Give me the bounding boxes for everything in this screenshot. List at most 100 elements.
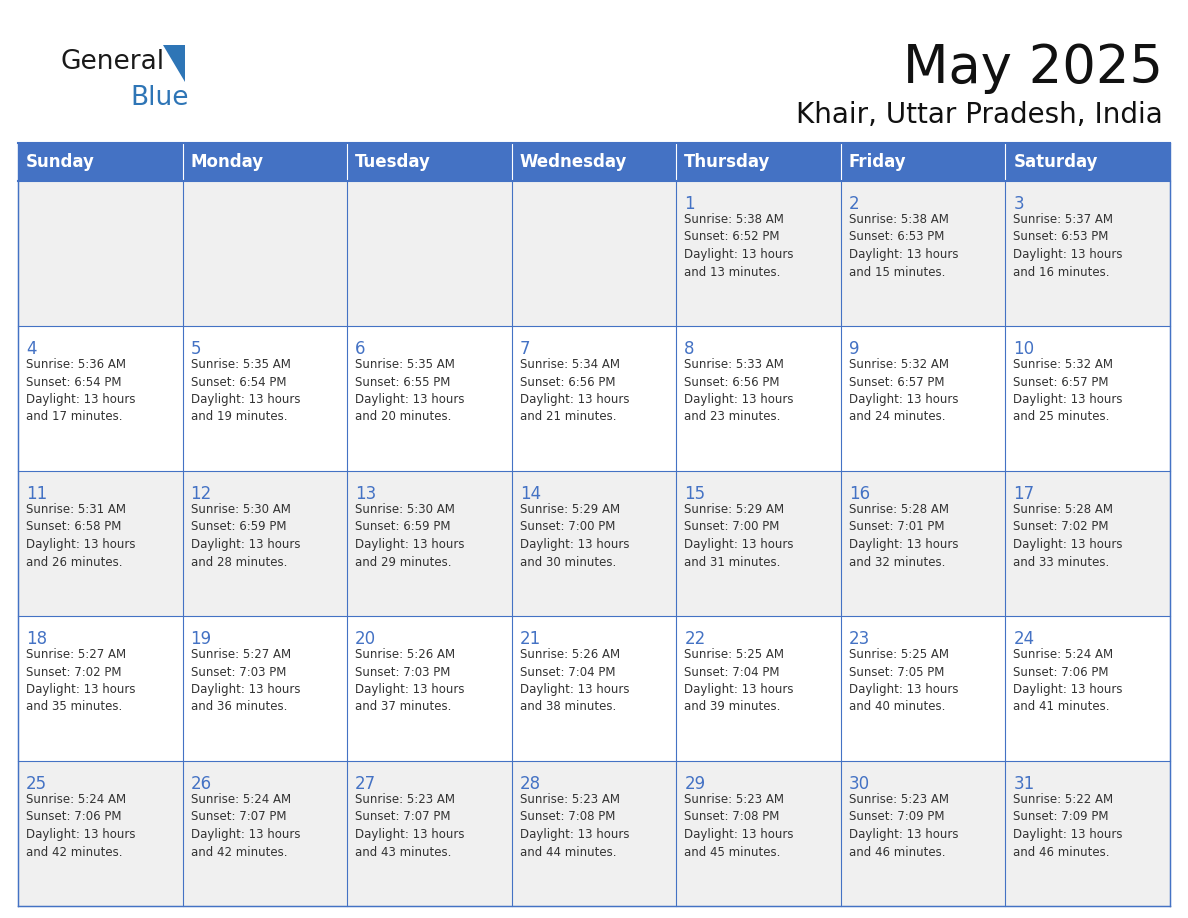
Text: Sunrise: 5:35 AM
Sunset: 6:55 PM
Daylight: 13 hours
and 20 minutes.: Sunrise: 5:35 AM Sunset: 6:55 PM Dayligh… [355, 358, 465, 423]
Bar [18, 143, 1170, 181]
Text: Sunrise: 5:27 AM
Sunset: 7:02 PM
Daylight: 13 hours
and 35 minutes.: Sunrise: 5:27 AM Sunset: 7:02 PM Dayligh… [26, 648, 135, 713]
Bar [676, 616, 841, 761]
Text: 12: 12 [190, 485, 211, 503]
Text: Sunrise: 5:23 AM
Sunset: 7:08 PM
Daylight: 13 hours
and 44 minutes.: Sunrise: 5:23 AM Sunset: 7:08 PM Dayligh… [519, 793, 630, 858]
Text: 26: 26 [190, 775, 211, 793]
Text: Sunrise: 5:23 AM
Sunset: 7:08 PM
Daylight: 13 hours
and 45 minutes.: Sunrise: 5:23 AM Sunset: 7:08 PM Dayligh… [684, 793, 794, 858]
Text: Sunrise: 5:25 AM
Sunset: 7:05 PM
Daylight: 13 hours
and 40 minutes.: Sunrise: 5:25 AM Sunset: 7:05 PM Dayligh… [849, 648, 959, 713]
Bar [841, 761, 1005, 906]
Bar [18, 471, 183, 616]
Bar [1005, 616, 1170, 761]
Text: General: General [61, 49, 164, 75]
Text: Blue: Blue [129, 85, 189, 111]
Text: Sunday: Sunday [26, 153, 95, 171]
Text: 24: 24 [1013, 630, 1035, 648]
Bar [1005, 761, 1170, 906]
Text: Friday: Friday [849, 153, 906, 171]
Text: 9: 9 [849, 340, 859, 358]
Bar [183, 181, 347, 326]
Text: Khair, Uttar Pradesh, India: Khair, Uttar Pradesh, India [796, 101, 1163, 129]
Text: 27: 27 [355, 775, 377, 793]
Text: 18: 18 [26, 630, 48, 648]
Bar [676, 761, 841, 906]
Text: Thursday: Thursday [684, 153, 771, 171]
Text: Sunrise: 5:30 AM
Sunset: 6:59 PM
Daylight: 13 hours
and 29 minutes.: Sunrise: 5:30 AM Sunset: 6:59 PM Dayligh… [355, 503, 465, 568]
Text: Sunrise: 5:28 AM
Sunset: 7:02 PM
Daylight: 13 hours
and 33 minutes.: Sunrise: 5:28 AM Sunset: 7:02 PM Dayligh… [1013, 503, 1123, 568]
Bar [18, 761, 183, 906]
Text: 21: 21 [519, 630, 541, 648]
Text: 6: 6 [355, 340, 366, 358]
Bar [512, 326, 676, 471]
Bar [512, 616, 676, 761]
Text: Sunrise: 5:24 AM
Sunset: 7:07 PM
Daylight: 13 hours
and 42 minutes.: Sunrise: 5:24 AM Sunset: 7:07 PM Dayligh… [190, 793, 301, 858]
Bar [512, 761, 676, 906]
Text: Sunrise: 5:32 AM
Sunset: 6:57 PM
Daylight: 13 hours
and 25 minutes.: Sunrise: 5:32 AM Sunset: 6:57 PM Dayligh… [1013, 358, 1123, 423]
Text: Sunrise: 5:38 AM
Sunset: 6:52 PM
Daylight: 13 hours
and 13 minutes.: Sunrise: 5:38 AM Sunset: 6:52 PM Dayligh… [684, 213, 794, 278]
Text: Sunrise: 5:28 AM
Sunset: 7:01 PM
Daylight: 13 hours
and 32 minutes.: Sunrise: 5:28 AM Sunset: 7:01 PM Dayligh… [849, 503, 959, 568]
Bar [347, 326, 512, 471]
Bar [347, 471, 512, 616]
Text: Sunrise: 5:33 AM
Sunset: 6:56 PM
Daylight: 13 hours
and 23 minutes.: Sunrise: 5:33 AM Sunset: 6:56 PM Dayligh… [684, 358, 794, 423]
Bar [183, 326, 347, 471]
Text: 25: 25 [26, 775, 48, 793]
Bar [183, 761, 347, 906]
Bar [347, 761, 512, 906]
Text: Wednesday: Wednesday [519, 153, 627, 171]
Text: 19: 19 [190, 630, 211, 648]
Text: 2: 2 [849, 195, 859, 213]
Text: Sunrise: 5:32 AM
Sunset: 6:57 PM
Daylight: 13 hours
and 24 minutes.: Sunrise: 5:32 AM Sunset: 6:57 PM Dayligh… [849, 358, 959, 423]
Text: 1: 1 [684, 195, 695, 213]
Bar [676, 181, 841, 326]
Text: 22: 22 [684, 630, 706, 648]
Bar [347, 181, 512, 326]
Text: Sunrise: 5:27 AM
Sunset: 7:03 PM
Daylight: 13 hours
and 36 minutes.: Sunrise: 5:27 AM Sunset: 7:03 PM Dayligh… [190, 648, 301, 713]
Text: Sunrise: 5:26 AM
Sunset: 7:04 PM
Daylight: 13 hours
and 38 minutes.: Sunrise: 5:26 AM Sunset: 7:04 PM Dayligh… [519, 648, 630, 713]
Text: 29: 29 [684, 775, 706, 793]
Bar [841, 181, 1005, 326]
Bar [18, 181, 183, 326]
Text: Sunrise: 5:29 AM
Sunset: 7:00 PM
Daylight: 13 hours
and 30 minutes.: Sunrise: 5:29 AM Sunset: 7:00 PM Dayligh… [519, 503, 630, 568]
Text: 23: 23 [849, 630, 870, 648]
Bar [183, 471, 347, 616]
Text: 15: 15 [684, 485, 706, 503]
Bar [676, 326, 841, 471]
Text: 20: 20 [355, 630, 377, 648]
Text: 13: 13 [355, 485, 377, 503]
Text: 28: 28 [519, 775, 541, 793]
Text: 31: 31 [1013, 775, 1035, 793]
Bar [512, 471, 676, 616]
Bar [512, 181, 676, 326]
Text: Sunrise: 5:26 AM
Sunset: 7:03 PM
Daylight: 13 hours
and 37 minutes.: Sunrise: 5:26 AM Sunset: 7:03 PM Dayligh… [355, 648, 465, 713]
Text: Sunrise: 5:25 AM
Sunset: 7:04 PM
Daylight: 13 hours
and 39 minutes.: Sunrise: 5:25 AM Sunset: 7:04 PM Dayligh… [684, 648, 794, 713]
Text: Sunrise: 5:23 AM
Sunset: 7:07 PM
Daylight: 13 hours
and 43 minutes.: Sunrise: 5:23 AM Sunset: 7:07 PM Dayligh… [355, 793, 465, 858]
Text: 16: 16 [849, 485, 870, 503]
Text: Sunrise: 5:24 AM
Sunset: 7:06 PM
Daylight: 13 hours
and 42 minutes.: Sunrise: 5:24 AM Sunset: 7:06 PM Dayligh… [26, 793, 135, 858]
Text: 30: 30 [849, 775, 870, 793]
Text: 11: 11 [26, 485, 48, 503]
Text: Monday: Monday [190, 153, 264, 171]
Text: Sunrise: 5:30 AM
Sunset: 6:59 PM
Daylight: 13 hours
and 28 minutes.: Sunrise: 5:30 AM Sunset: 6:59 PM Dayligh… [190, 503, 301, 568]
Text: Sunrise: 5:23 AM
Sunset: 7:09 PM
Daylight: 13 hours
and 46 minutes.: Sunrise: 5:23 AM Sunset: 7:09 PM Dayligh… [849, 793, 959, 858]
Bar [18, 616, 183, 761]
Bar [841, 616, 1005, 761]
Text: Sunrise: 5:35 AM
Sunset: 6:54 PM
Daylight: 13 hours
and 19 minutes.: Sunrise: 5:35 AM Sunset: 6:54 PM Dayligh… [190, 358, 301, 423]
Text: Sunrise: 5:38 AM
Sunset: 6:53 PM
Daylight: 13 hours
and 15 minutes.: Sunrise: 5:38 AM Sunset: 6:53 PM Dayligh… [849, 213, 959, 278]
Text: Sunrise: 5:24 AM
Sunset: 7:06 PM
Daylight: 13 hours
and 41 minutes.: Sunrise: 5:24 AM Sunset: 7:06 PM Dayligh… [1013, 648, 1123, 713]
Polygon shape [163, 45, 185, 82]
Text: 5: 5 [190, 340, 201, 358]
Text: 14: 14 [519, 485, 541, 503]
Text: Sunrise: 5:31 AM
Sunset: 6:58 PM
Daylight: 13 hours
and 26 minutes.: Sunrise: 5:31 AM Sunset: 6:58 PM Dayligh… [26, 503, 135, 568]
Bar [183, 616, 347, 761]
Text: 8: 8 [684, 340, 695, 358]
Text: Sunrise: 5:37 AM
Sunset: 6:53 PM
Daylight: 13 hours
and 16 minutes.: Sunrise: 5:37 AM Sunset: 6:53 PM Dayligh… [1013, 213, 1123, 278]
Bar [1005, 471, 1170, 616]
Bar [676, 471, 841, 616]
Bar [1005, 181, 1170, 326]
Text: 4: 4 [26, 340, 37, 358]
Bar [18, 326, 183, 471]
Bar [841, 326, 1005, 471]
Bar [841, 471, 1005, 616]
Text: Sunrise: 5:29 AM
Sunset: 7:00 PM
Daylight: 13 hours
and 31 minutes.: Sunrise: 5:29 AM Sunset: 7:00 PM Dayligh… [684, 503, 794, 568]
Bar [347, 616, 512, 761]
Text: Sunrise: 5:22 AM
Sunset: 7:09 PM
Daylight: 13 hours
and 46 minutes.: Sunrise: 5:22 AM Sunset: 7:09 PM Dayligh… [1013, 793, 1123, 858]
